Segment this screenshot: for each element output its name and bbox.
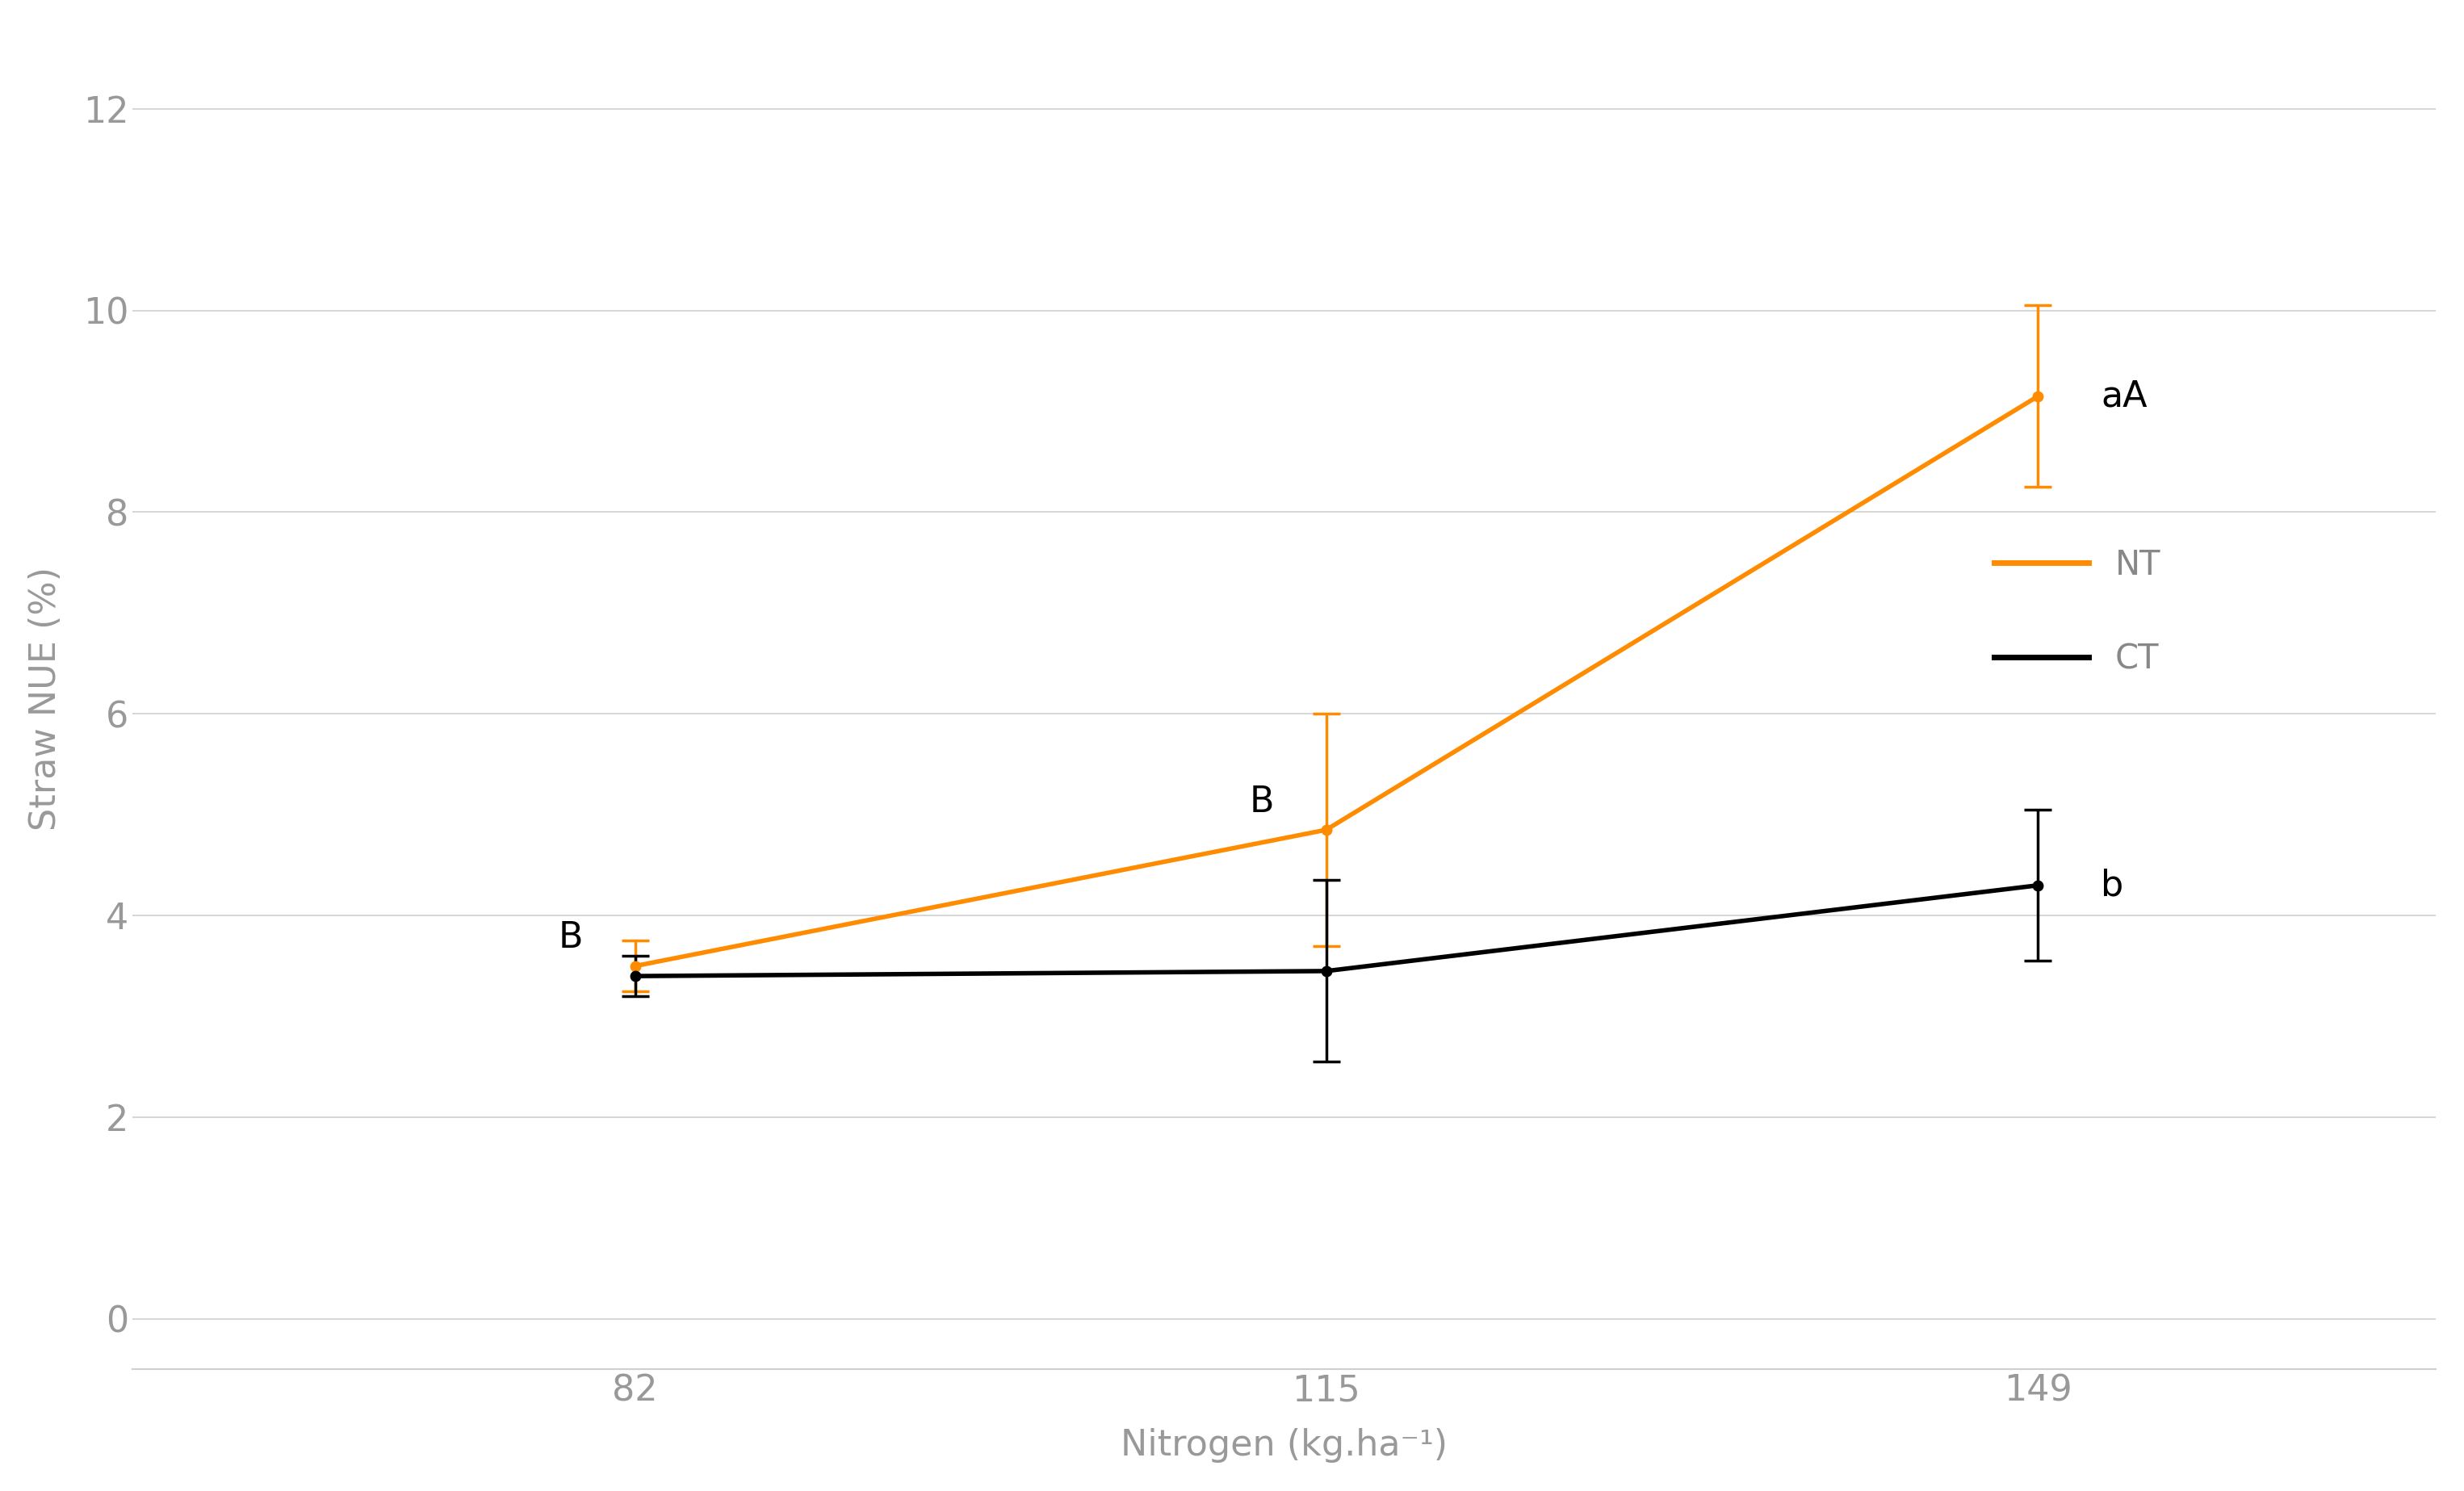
Legend: NT, CT: NT, CT xyxy=(1981,534,2173,690)
Text: b: b xyxy=(2102,868,2124,902)
Y-axis label: Straw NUE (%): Straw NUE (%) xyxy=(27,567,62,830)
Text: aA: aA xyxy=(2102,379,2149,413)
Text: B: B xyxy=(1249,784,1274,819)
Text: B: B xyxy=(559,920,584,956)
X-axis label: Nitrogen (kg.ha⁻¹): Nitrogen (kg.ha⁻¹) xyxy=(1121,1428,1449,1463)
